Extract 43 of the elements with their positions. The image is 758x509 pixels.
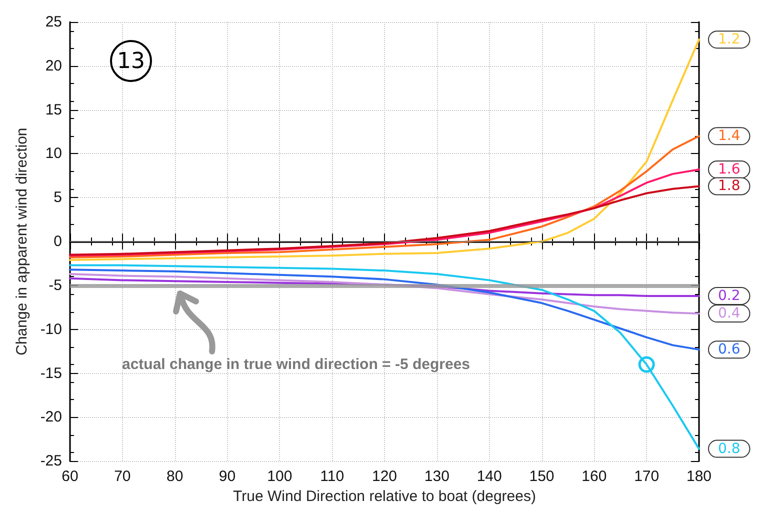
x-tick-label: 120 <box>372 468 398 486</box>
x-tick-label: 130 <box>424 468 450 486</box>
x-tick-label: 90 <box>218 468 236 486</box>
y-tick-label: 0 <box>54 233 62 250</box>
series-label: 1.4 <box>718 128 740 144</box>
ref-line-label: actual change in true wind direction = -5 degrees <box>122 356 470 374</box>
line-series <box>69 268 700 351</box>
line-series <box>69 38 700 261</box>
x-tick-label: 160 <box>582 468 607 486</box>
y-tick-label: 10 <box>45 145 62 162</box>
y-tick-label: -10 <box>40 320 62 338</box>
x-tick-label: 100 <box>267 468 292 486</box>
y-tick-label: 25 <box>45 14 62 30</box>
series-label: 1.2 <box>718 32 740 48</box>
y-tick-label: -20 <box>40 408 62 426</box>
line-series <box>69 185 700 256</box>
series-label: 0.6 <box>718 342 740 358</box>
x-tick-label: 150 <box>529 468 554 486</box>
line-series <box>69 168 700 257</box>
annotation: 13 <box>110 40 152 82</box>
x-tick-label: 110 <box>320 468 344 486</box>
y-tick-label: 20 <box>45 57 62 74</box>
x-axis-title: True Wind Direction relative to boat (degrees) <box>233 488 536 505</box>
line-series <box>69 273 700 315</box>
series-label: 1.6 <box>718 162 740 178</box>
y-tick-label: -15 <box>40 364 62 382</box>
x-tick-label: 170 <box>634 468 660 486</box>
line-series <box>69 135 700 258</box>
series-label: 0.4 <box>718 306 740 322</box>
series-label: 1.8 <box>718 178 740 194</box>
series-label: 0.2 <box>718 288 740 304</box>
line-series <box>69 264 700 450</box>
x-tick-label: 70 <box>114 468 131 486</box>
series-label: 0.8 <box>718 440 740 457</box>
x-tick-label: 180 <box>686 468 712 486</box>
y-tick-label: 15 <box>45 101 62 118</box>
y-tick-label: 5 <box>54 189 62 206</box>
x-tick-label: 140 <box>476 468 502 486</box>
y-axis-title: Change in apparent wind direction <box>13 128 30 356</box>
y-tick-label: -25 <box>40 452 62 470</box>
x-tick-label: 60 <box>62 468 78 486</box>
x-tick-label: 80 <box>166 468 184 486</box>
y-tick-label: -5 <box>48 276 62 294</box>
